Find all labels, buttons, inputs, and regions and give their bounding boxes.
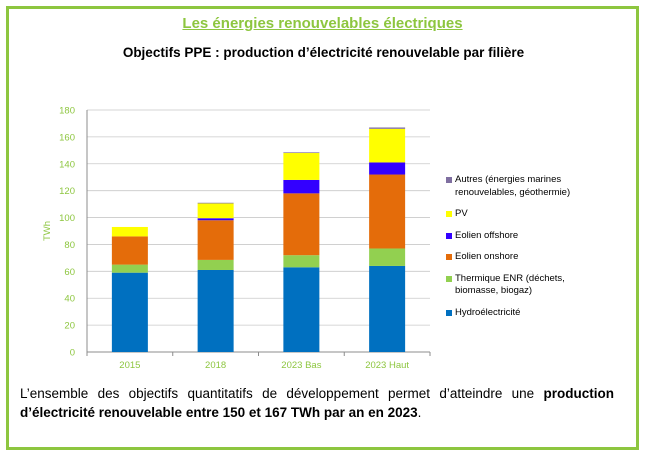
x-tick-label: 2015 xyxy=(119,360,140,371)
legend-swatch xyxy=(446,275,452,282)
legend-item: Eolien offshore xyxy=(446,230,602,243)
y-tick-label: 60 xyxy=(64,267,75,278)
legend-swatch xyxy=(446,177,452,183)
bar-segment xyxy=(111,272,148,352)
bar-segment xyxy=(283,152,320,154)
page-title: Les énergies renouvelables électriques xyxy=(182,15,463,32)
bar-segment xyxy=(369,265,406,352)
bar-segment xyxy=(197,203,234,219)
bar-segment xyxy=(111,264,148,273)
bars xyxy=(111,127,406,352)
legend-item: Eolien onshore xyxy=(446,251,602,264)
legend-label: Eolien offshore xyxy=(455,229,519,241)
y-tick-label: 120 xyxy=(59,186,75,197)
bar-segment xyxy=(369,128,406,163)
legend-item: Thermique ENR (déchets, biomasse, biogaz… xyxy=(446,273,602,298)
bar-segment xyxy=(369,174,406,249)
bar-segment xyxy=(197,220,234,260)
y-tick-label: 20 xyxy=(64,321,75,332)
caption: L’ensemble des objectifs quantitatifs de… xyxy=(20,384,614,422)
legend-swatch xyxy=(446,309,452,316)
content-frame: Les énergies renouvelables électriques xyxy=(6,6,639,450)
bar-segment xyxy=(283,193,320,256)
y-tick-label: 100 xyxy=(59,213,75,224)
legend-label: PV xyxy=(455,208,468,219)
legend-swatch xyxy=(446,232,452,239)
legend-swatch xyxy=(446,254,452,260)
bar-segment xyxy=(197,202,234,204)
y-axis-label: TWh xyxy=(42,221,53,241)
bar-segment xyxy=(197,269,234,352)
bar-segment xyxy=(369,127,406,129)
y-tick-label: 80 xyxy=(64,240,75,251)
bar-segment xyxy=(369,248,406,266)
chart-title: Objectifs PPE : production d’électricité… xyxy=(122,45,525,60)
bar-segment xyxy=(283,267,320,352)
x-tick-label: 2018 xyxy=(205,360,226,371)
legend: Autres (énergies marines renouvelables, … xyxy=(446,174,602,328)
legend-item: Hydroélectricité xyxy=(446,307,602,320)
bar-segment xyxy=(111,226,148,237)
y-tick-label: 0 xyxy=(70,348,75,359)
y-tick-label: 180 xyxy=(59,106,75,117)
bar-segment xyxy=(197,259,234,270)
x-tick-label: 2023 Bas xyxy=(281,360,321,371)
bar-segment xyxy=(283,255,320,268)
legend-label: Eolien onshore xyxy=(455,251,519,262)
y-tick-label: 40 xyxy=(64,294,75,305)
caption-text: L’ensemble des objectifs quantitatifs de… xyxy=(20,386,544,401)
legend-label: Thermique ENR (déchets, biomasse, biogaz… xyxy=(455,272,565,297)
legend-item: Autres (énergies marines renouvelables, … xyxy=(446,174,602,199)
caption-end: . xyxy=(417,405,422,420)
legend-item: PV xyxy=(446,208,602,221)
bar-segment xyxy=(197,218,234,221)
bar-segment xyxy=(111,236,148,265)
bar-segment xyxy=(369,162,406,175)
stacked-bar-chart: 0 20 40 60 80 100 120 140 160 180 2015 2018 2023 Bas… xyxy=(42,106,431,371)
legend-label: Autres (énergies marines renouvelables, … xyxy=(455,174,571,198)
legend-swatch xyxy=(446,211,452,217)
y-tick-label: 160 xyxy=(59,132,75,143)
bar-segment xyxy=(283,153,320,180)
bar-segment xyxy=(283,179,320,194)
caption-bold: production d’électricité renouvelable en… xyxy=(20,386,614,420)
x-tick-label: 2023 Haut xyxy=(365,360,409,371)
legend-label: Hydroélectricité xyxy=(455,306,521,318)
y-tick-label: 140 xyxy=(59,159,75,170)
